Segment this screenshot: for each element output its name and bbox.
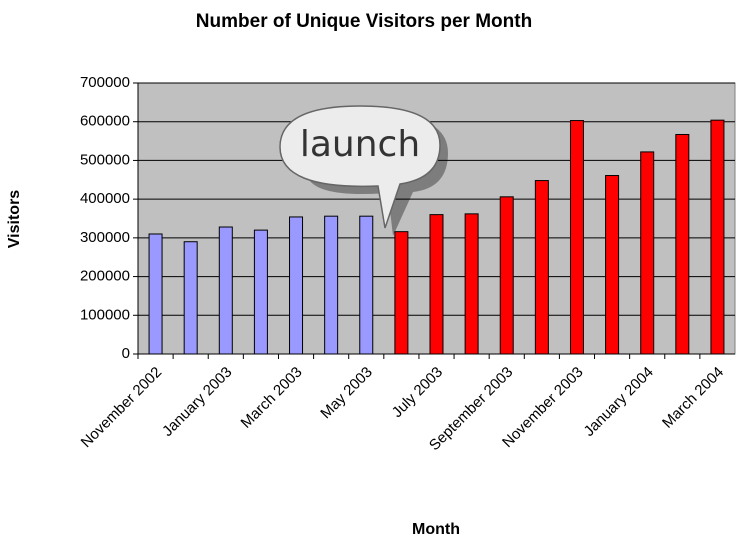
bar (359, 215, 374, 355)
bar (640, 151, 655, 355)
bar (289, 216, 304, 355)
bar (534, 180, 549, 355)
bar (605, 175, 620, 355)
annotation: launch (300, 124, 420, 165)
bar (183, 241, 198, 355)
y-tick-label: 300000 (80, 229, 130, 246)
chart-title: Number of Unique Visitors per Month (196, 11, 532, 32)
y-tick-label: 100000 (80, 306, 130, 323)
y-tick-label: 200000 (80, 268, 130, 285)
bar (394, 231, 409, 355)
bar (218, 226, 233, 355)
bar (675, 133, 690, 355)
bar (429, 214, 444, 355)
bar (148, 233, 163, 355)
x-tick-label: January 2004 (581, 364, 657, 440)
x-tick-label: July 2003 (389, 364, 446, 421)
bar (464, 213, 479, 355)
x-tick-label: January 2003 (159, 364, 235, 440)
x-tick-label: May 2003 (317, 364, 376, 423)
bar (499, 196, 514, 355)
x-axis-title: Month (412, 521, 460, 538)
callout: launch (279, 105, 448, 236)
y-tick-label: 600000 (80, 113, 130, 130)
bar (253, 229, 268, 355)
x-tick-label: November 2002 (78, 364, 165, 451)
bar (710, 119, 725, 355)
callout-bubble (279, 105, 441, 229)
y-tick-label: 500000 (80, 151, 130, 168)
y-axis-title: Visitors (6, 190, 23, 249)
y-tick-label: 700000 (80, 74, 130, 91)
x-tick-label: March 2003 (238, 364, 306, 432)
bar (569, 120, 584, 355)
bar (324, 215, 339, 355)
y-tick-label: 400000 (80, 190, 130, 207)
x-tick-label: March 2004 (659, 364, 727, 432)
y-tick-label: 0 (122, 345, 130, 362)
